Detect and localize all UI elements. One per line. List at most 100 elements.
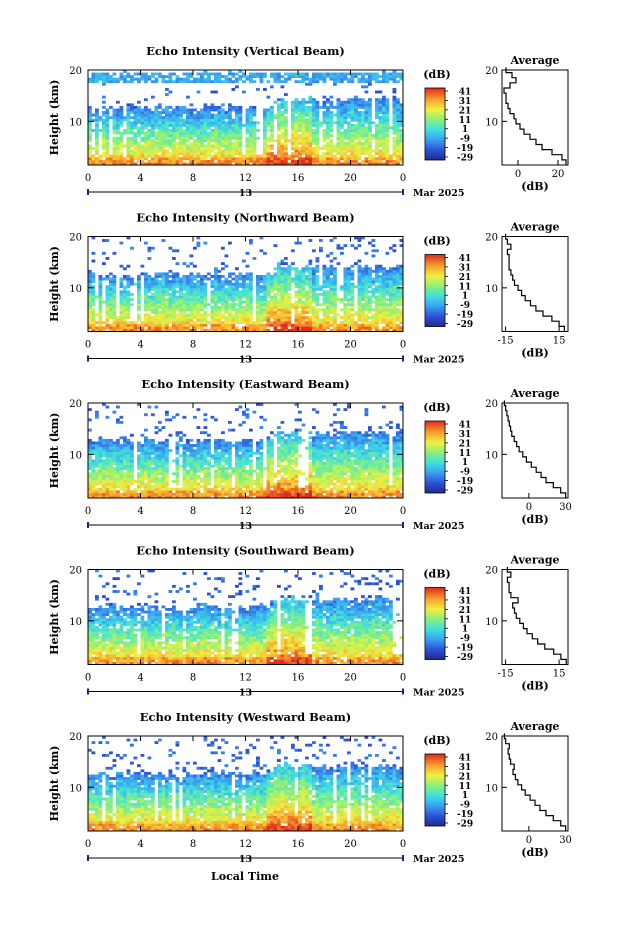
heatmap-cell [340, 126, 344, 129]
heatmap-cell [172, 249, 176, 252]
heatmap-cell [333, 278, 337, 281]
heatmap-cell [382, 147, 386, 150]
heatmap-cell [221, 132, 225, 135]
heatmap-cell [358, 155, 362, 158]
heatmap-cell [218, 109, 222, 112]
heatmap-cell [155, 126, 159, 129]
heatmap-cell [256, 301, 260, 304]
heatmap-cell [95, 129, 99, 132]
heatmap-cell [256, 306, 260, 309]
heatmap-cell [172, 152, 176, 155]
heatmap-cell [386, 98, 390, 101]
heatmap-cell [113, 480, 117, 483]
heatmap-cell [267, 288, 271, 291]
heatmap-cell [197, 275, 201, 278]
heatmap-cell [389, 306, 393, 309]
heatmap-cell [95, 147, 99, 150]
heatmap-cell [281, 106, 285, 109]
heatmap-cell [102, 80, 106, 83]
heatmap-cell [386, 157, 390, 160]
heatmap-cell [148, 132, 152, 135]
heatmap-cell [151, 324, 155, 327]
heatmap-cell [337, 150, 341, 153]
heatmap-cell [344, 244, 348, 247]
colorbar [425, 255, 445, 327]
heatmap-cell [365, 144, 369, 147]
heatmap-cell [169, 434, 173, 437]
heatmap-cell [235, 290, 239, 293]
heatmap-cell [158, 454, 162, 457]
heatmap-cell [204, 129, 208, 132]
heatmap-cell [274, 139, 278, 142]
heatmap-cell [393, 278, 397, 281]
heatmap-cell [393, 155, 397, 158]
heatmap-cell [305, 139, 309, 142]
heatmap-cell [158, 429, 162, 432]
heatmap-cell [396, 278, 400, 281]
heatmap-cell [137, 80, 141, 83]
heatmap-cell [190, 103, 194, 106]
heatmap-cell [197, 306, 201, 309]
heatmap-cell [165, 132, 169, 135]
heatmap-cell [221, 121, 225, 124]
heatmap-cell [295, 278, 299, 281]
heatmap-cell [214, 109, 218, 112]
heatmap-cell [316, 296, 320, 299]
heatmap-cell [197, 150, 201, 153]
heatmap-cell [351, 147, 355, 150]
heatmap-cell [183, 449, 187, 452]
heatmap-cell [113, 147, 117, 150]
heatmap-cell [291, 73, 295, 76]
heatmap-cell [344, 308, 348, 311]
heatmap-cell [162, 272, 166, 275]
heatmap-cell [127, 449, 131, 452]
heatmap-cell [211, 139, 215, 142]
heatmap-cell [190, 447, 194, 450]
heatmap-cell [92, 462, 96, 465]
heatmap-cell [277, 121, 281, 124]
heatmap-cell [172, 144, 176, 147]
heatmap-cell [176, 249, 180, 252]
heatmap-cell [323, 137, 327, 140]
heatmap-cell [95, 444, 99, 447]
heatmap-cell [323, 139, 327, 142]
heatmap-cell [386, 75, 390, 78]
heatmap-cell [228, 132, 232, 135]
heatmap-cell [113, 119, 117, 122]
heatmap-cell [284, 293, 288, 296]
heatmap-cell [396, 293, 400, 296]
heatmap-cell [270, 132, 274, 135]
heatmap-cell [144, 114, 148, 117]
heatmap-cell [225, 483, 229, 486]
heatmap-cell [99, 324, 103, 327]
heatmap-cell [319, 324, 323, 327]
heatmap-cell [358, 239, 362, 242]
heatmap-cell [116, 447, 120, 450]
heatmap-cell [214, 80, 218, 83]
heatmap-cell [197, 475, 201, 478]
heatmap-cell [200, 144, 204, 147]
heatmap-cell [99, 444, 103, 447]
heatmap-cell [382, 109, 386, 112]
heatmap-cell [375, 316, 379, 319]
heatmap-cell [113, 311, 117, 314]
heatmap-cell [144, 150, 148, 153]
heatmap-cell [127, 298, 131, 301]
heatmap-cell [165, 465, 169, 468]
heatmap-cell [204, 80, 208, 83]
heatmap-cell [246, 75, 250, 78]
heatmap-cell [316, 137, 320, 140]
heatmap-cell [225, 324, 229, 327]
heatmap-cell [141, 157, 145, 160]
heatmap-cell [88, 488, 92, 491]
heatmap-cell [228, 490, 232, 493]
heatmap-cell [130, 434, 134, 437]
heatmap-cell [239, 75, 243, 78]
heatmap-cell [200, 278, 204, 281]
heatmap-cell [176, 444, 180, 447]
heatmap-cell [176, 480, 180, 483]
heatmap-cell [347, 293, 351, 296]
heatmap-cell [354, 324, 358, 327]
heatmap-cell [396, 265, 400, 268]
heatmap-cell [130, 160, 134, 163]
